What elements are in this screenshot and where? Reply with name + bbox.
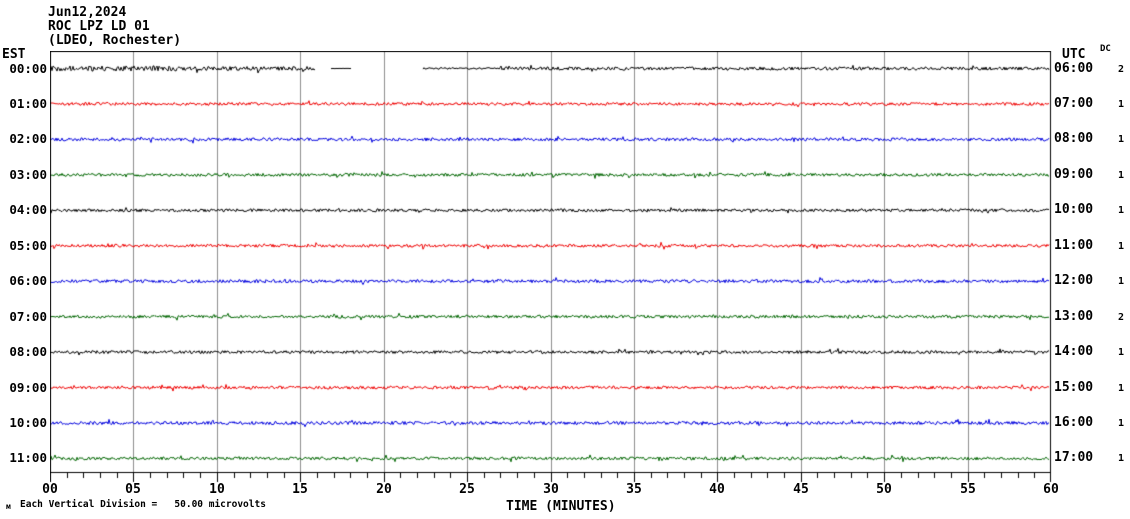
header-date: Jun12,2024 xyxy=(48,5,127,20)
x-tick-label: 15 xyxy=(292,482,308,497)
header-station: ROC LPZ LD 01 xyxy=(48,19,150,34)
row-label-est: 09:00 xyxy=(9,380,47,395)
x-tick-label: 50 xyxy=(876,482,892,497)
row-label-utc: 07:00 xyxy=(1054,96,1094,111)
row-dc-value: 2 xyxy=(1117,312,1124,323)
row-label-utc: 12:00 xyxy=(1054,273,1094,288)
row-label-utc: 14:00 xyxy=(1054,344,1094,359)
x-tick-label: 60 xyxy=(1043,482,1059,497)
seismogram-plot-canvas xyxy=(50,51,1052,487)
row-label-utc: 13:00 xyxy=(1054,309,1094,324)
row-label-utc: 17:00 xyxy=(1054,450,1094,465)
scale-note: Each Vertical Division = 50.00 microvolt… xyxy=(20,499,266,510)
row-label-est: 00:00 xyxy=(9,61,47,76)
row-label-est: 11:00 xyxy=(9,450,47,465)
row-dc-value: 1 xyxy=(1117,383,1124,394)
row-dc-value: 1 xyxy=(1117,347,1124,358)
row-label-utc: 10:00 xyxy=(1054,202,1094,217)
row-dc-value: 1 xyxy=(1117,99,1124,110)
row-label-utc: 11:00 xyxy=(1054,238,1094,253)
row-label-est: 03:00 xyxy=(9,167,47,182)
row-label-utc: 15:00 xyxy=(1054,380,1094,395)
row-dc-value: 1 xyxy=(1117,170,1124,181)
row-label-utc: 09:00 xyxy=(1054,167,1094,182)
row-label-est: 05:00 xyxy=(9,238,47,253)
x-tick-label: 25 xyxy=(459,482,475,497)
x-tick-label: 40 xyxy=(709,482,725,497)
row-label-est: 04:00 xyxy=(9,202,47,217)
x-tick-label: 05 xyxy=(125,482,141,497)
row-label-utc: 06:00 xyxy=(1054,61,1094,76)
x-tick-label: 45 xyxy=(793,482,809,497)
row-label-est: 02:00 xyxy=(9,131,47,146)
dc-column-header: DC xyxy=(1100,44,1111,54)
watermark-glyph: м xyxy=(6,502,11,511)
row-dc-value: 1 xyxy=(1117,241,1124,252)
row-label-utc: 16:00 xyxy=(1054,415,1094,430)
x-tick-label: 00 xyxy=(42,482,58,497)
x-tick-label: 10 xyxy=(209,482,225,497)
row-dc-value: 1 xyxy=(1117,418,1124,429)
row-label-est: 01:00 xyxy=(9,96,47,111)
row-label-est: 07:00 xyxy=(9,309,47,324)
x-tick-label: 30 xyxy=(543,482,559,497)
x-tick-label: 35 xyxy=(626,482,642,497)
row-label-est: 10:00 xyxy=(9,415,47,430)
row-dc-value: 1 xyxy=(1117,134,1124,145)
row-dc-value: 1 xyxy=(1117,453,1124,464)
x-tick-label: 20 xyxy=(376,482,392,497)
row-dc-value: 2 xyxy=(1117,64,1124,75)
x-tick-label: 55 xyxy=(960,482,976,497)
header-network: (LDEO, Rochester) xyxy=(48,33,182,48)
row-label-utc: 08:00 xyxy=(1054,131,1094,146)
left-timezone-label: EST xyxy=(2,47,26,62)
row-dc-value: 1 xyxy=(1117,205,1124,216)
row-label-est: 06:00 xyxy=(9,273,47,288)
row-label-est: 08:00 xyxy=(9,344,47,359)
x-axis-title: TIME (MINUTES) xyxy=(506,499,616,514)
right-timezone-label: UTC xyxy=(1062,47,1086,62)
row-dc-value: 1 xyxy=(1117,276,1124,287)
